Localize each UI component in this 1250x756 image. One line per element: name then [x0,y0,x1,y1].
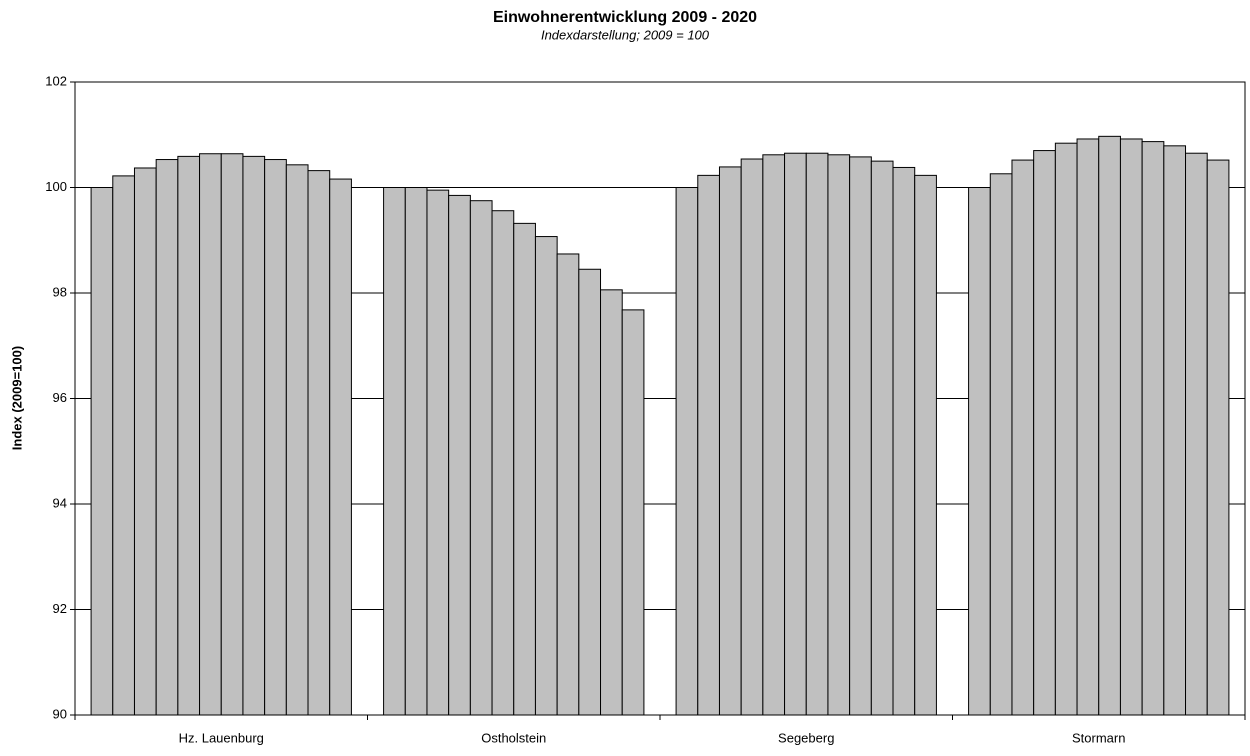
y-tick-label: 90 [53,706,67,721]
bar [285,164,309,716]
bar [914,174,937,716]
bar [220,153,244,716]
bar [892,166,916,716]
bar [1206,159,1230,716]
x-tick-label: Hz. Lauenburg [179,730,264,745]
plot-border [74,81,1246,716]
bar [675,187,699,716]
bar [1076,138,1100,716]
y-tick-label: 96 [53,390,67,405]
bar [534,236,558,716]
chart-title: Einwohnerentwicklung 2009 - 2020 [493,9,757,26]
y-tick-label: 92 [53,601,67,616]
bar [1185,152,1208,716]
bar [968,187,991,716]
bar [264,159,287,716]
bar [404,187,428,716]
chart-subtitle: Indexdarstellung; 2009 = 100 [541,27,710,42]
bar [448,194,471,716]
bar [155,159,179,716]
bar [578,268,602,716]
bar [426,189,450,716]
bar [621,309,645,716]
bar [718,166,742,716]
bar [112,175,135,716]
bar [329,178,352,716]
bar [469,200,493,716]
bar [827,154,851,716]
bar [242,155,266,716]
bar [989,173,1013,716]
bar [556,253,580,716]
bar [1033,150,1056,716]
bar [1119,138,1143,716]
bar [133,167,157,716]
bar [1011,159,1035,716]
y-tick-label: 98 [53,284,67,299]
bar [697,174,720,716]
bar [849,156,872,716]
bar [784,152,807,716]
bar [805,152,829,716]
y-tick-label: 100 [45,179,67,194]
bar [1141,141,1165,716]
bar [740,158,764,716]
y-tick-label: 94 [53,495,67,510]
bar [513,222,536,716]
bar [90,187,114,716]
bar [1163,145,1187,716]
bar [307,170,331,716]
bar [199,153,222,716]
x-tick-label: Ostholstein [481,730,546,745]
x-tick-label: Segeberg [778,730,834,745]
bar [177,155,201,716]
y-axis-label: Index (2009=100) [9,346,24,450]
bar [600,289,623,716]
bar [1098,135,1121,716]
bar [383,187,406,716]
bar [870,160,894,716]
x-tick-label: Stormarn [1072,730,1125,745]
y-tick-label: 102 [45,73,67,88]
bar [491,210,515,716]
bar [762,154,786,716]
bar [1054,142,1078,716]
